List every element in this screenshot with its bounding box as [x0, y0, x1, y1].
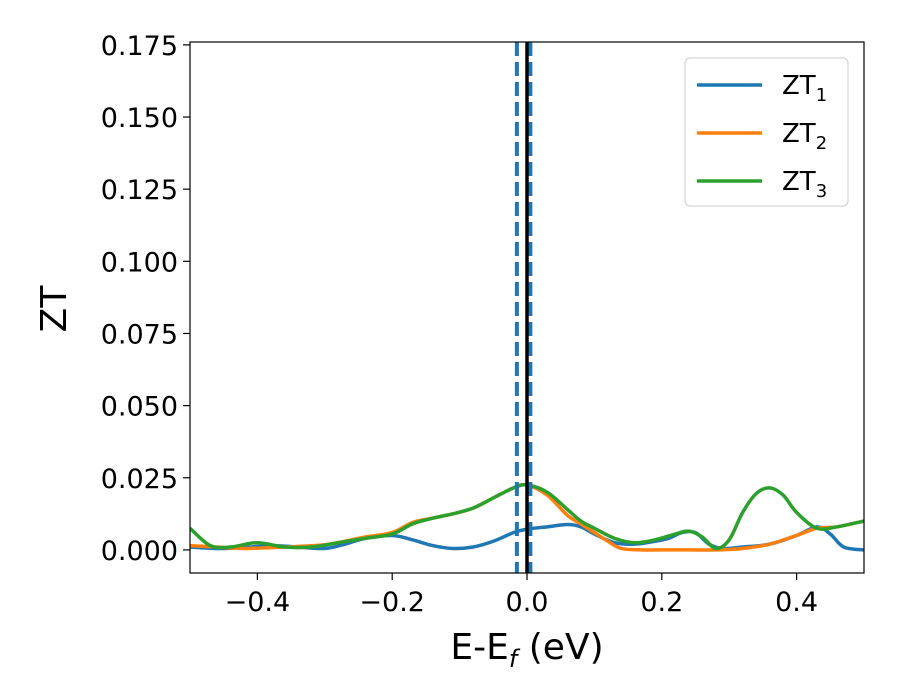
vertical-lines	[514, 42, 533, 573]
y-tick-label: 0.150	[101, 103, 178, 134]
legend-box	[684, 57, 849, 207]
y-axis-label: ZT	[34, 285, 75, 333]
y-tick-label: 0.050	[101, 392, 178, 423]
y-tick-label: 0.175	[101, 31, 178, 62]
x-tick-label: 0.0	[506, 587, 549, 618]
x-tick-label: 0.2	[640, 587, 683, 618]
y-tick-label: 0.125	[101, 175, 178, 206]
legend: ZT1 ZT2 ZT3	[684, 57, 849, 207]
x-axis-ticks: −0.4 −0.2 0.0 0.2 0.4	[225, 573, 818, 618]
y-axis-ticks: 0.000 0.025 0.050 0.075 0.100 0.125 0.150 0.175	[101, 31, 190, 567]
series-line-zt3	[190, 483, 864, 551]
series-lines	[190, 482, 864, 552]
y-tick-label: 0.075	[101, 319, 178, 350]
legend-label-zt1: ZT1	[782, 71, 827, 106]
y-tick-label: 0.000	[101, 536, 178, 567]
x-tick-label: −0.4	[225, 587, 291, 618]
y-tick-label: 0.025	[101, 464, 178, 495]
y-tick-label: 0.100	[101, 247, 178, 278]
x-axis-label-suffix: (eV)	[517, 627, 603, 668]
x-tick-label: −0.2	[359, 587, 425, 618]
x-tick-label: 0.4	[775, 587, 818, 618]
legend-label-zt2: ZT2	[782, 119, 827, 154]
x-axis-label-main: E-E	[450, 627, 508, 668]
x-axis-label: E-Ef (eV)	[450, 627, 603, 673]
legend-label-zt3: ZT3	[782, 167, 827, 202]
